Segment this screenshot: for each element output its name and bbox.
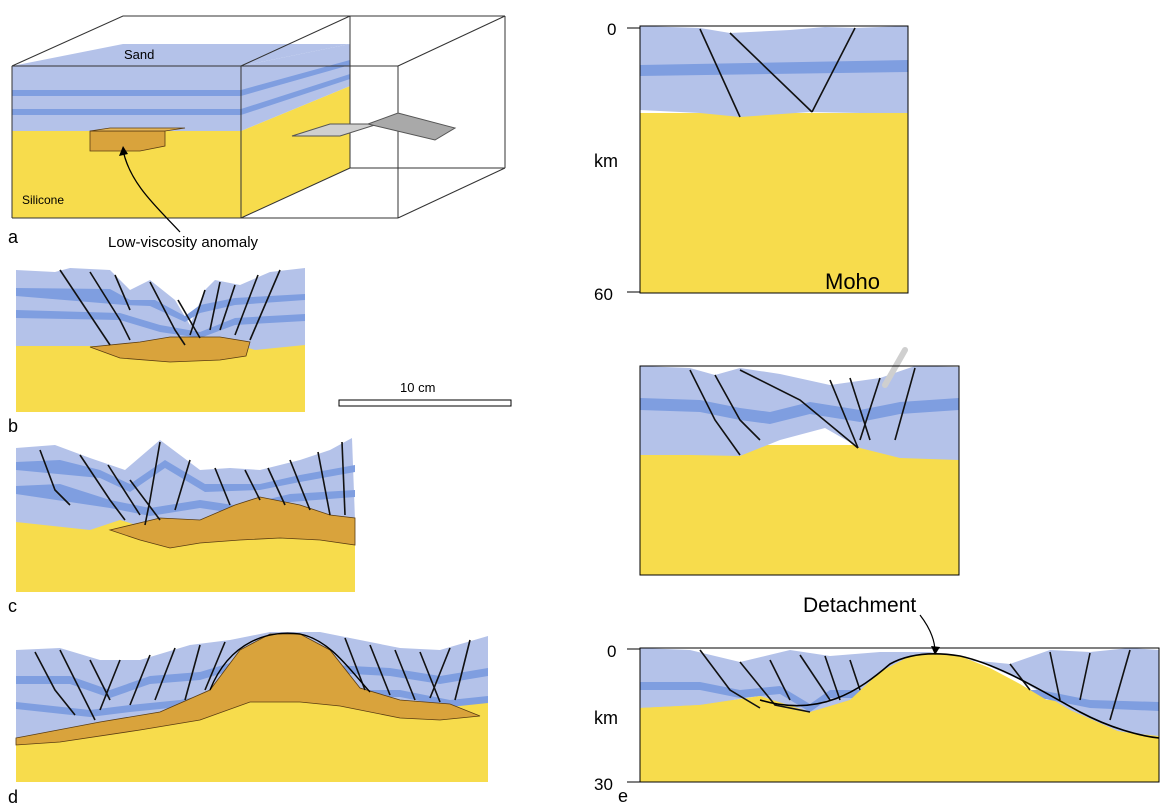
panel-b-band-1 (16, 288, 305, 322)
detachment-arrow-head (931, 646, 940, 655)
panel-c-cross-section: c (8, 438, 356, 616)
section-bottom-dome (640, 653, 1159, 782)
panel-letter-c: c (8, 596, 17, 616)
section-top-faults (699, 27, 856, 118)
section-top-band (640, 60, 908, 76)
panel-d-anomaly (15, 633, 481, 746)
anomaly-label: Low-viscosity anomaly (108, 234, 259, 251)
section-top-mantle (640, 113, 908, 293)
panel-letter-d: d (8, 787, 18, 805)
section-top-depth-bottom: 60 (594, 285, 613, 304)
section-top-depth-top: 0 (607, 20, 616, 39)
low-viscosity-anomaly-block (89, 130, 166, 152)
sand-band-side-2 (241, 74, 350, 115)
scale-bar: 10 cm (338, 380, 512, 407)
panel-d-band-1 (16, 660, 488, 698)
panel-a-model-box: Sand Silicone Low-viscosity anomaly a (8, 15, 506, 251)
panel-d-cross-section: d (8, 632, 488, 805)
panel-letter-e: e (618, 786, 628, 805)
section-bottom-faults (699, 649, 1131, 721)
sand-band-front-1 (12, 90, 241, 96)
detachment-label: Detachment (803, 594, 916, 617)
section-bottom-crust (640, 648, 1159, 736)
section-bottom-depth-bottom: 30 (594, 775, 613, 794)
section-top: 0 km 60 Moho (594, 20, 909, 304)
sand-top-surface (12, 44, 350, 66)
anomaly-pointer-arrow (122, 149, 181, 233)
panel-c-sand (16, 438, 355, 532)
panel-b-anomaly (89, 336, 251, 363)
moving-plate-2 (366, 112, 457, 141)
sand-band-side-1 (241, 60, 350, 96)
panel-b-band-2 (16, 310, 305, 338)
section-bottom-depth-unit: km (594, 708, 618, 728)
panel-b-cross-section: b (8, 268, 305, 436)
scale-bar-label: 10 cm (400, 380, 435, 395)
section-top-frame (639, 25, 909, 294)
section-middle (639, 347, 960, 576)
arrow-head (119, 146, 128, 156)
detachment-surface (759, 653, 1160, 739)
panel-d-faults (34, 637, 471, 721)
section-middle-faults (689, 367, 916, 456)
section-bottom-frame (639, 647, 1160, 783)
panel-d-detachment (209, 632, 371, 693)
faint-gray-streak (882, 347, 908, 388)
sand-label: Sand (124, 47, 154, 62)
section-middle-frame (639, 365, 960, 576)
silicone-label: Silicone (22, 193, 64, 207)
anomaly-top (89, 127, 186, 132)
moho-label: Moho (825, 269, 880, 294)
section-middle-band (640, 398, 959, 424)
sand-band-front-2 (12, 109, 241, 115)
panel-letter-b: b (8, 416, 18, 436)
panel-c-band-2 (16, 484, 355, 516)
section-bottom: Detachment 0 km 30 e (594, 594, 1160, 805)
section-middle-mantle (640, 445, 959, 575)
section-top-depth-unit: km (594, 151, 618, 171)
panel-c-anomaly (108, 496, 356, 549)
silicone-layer-side (241, 86, 350, 218)
panel-c-faults (39, 441, 346, 526)
sand-layer-front (12, 66, 241, 131)
panel-letter-a: a (8, 227, 19, 247)
section-bottom-depth-top: 0 (607, 642, 616, 661)
panel-b-faults (59, 269, 281, 346)
